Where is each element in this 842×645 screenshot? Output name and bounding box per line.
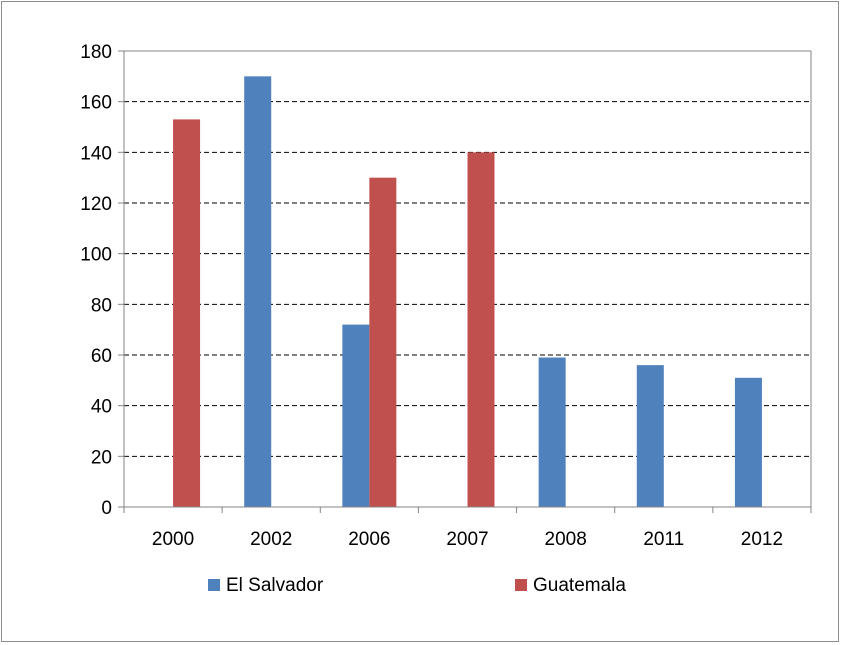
y-tick-label: 40 — [91, 397, 112, 418]
legend-swatch — [515, 579, 527, 591]
bar-el-salvador — [342, 324, 370, 507]
bar-guatemala — [173, 119, 201, 508]
axes — [118, 50, 812, 513]
bar-el-salvador — [244, 76, 272, 507]
x-tick-label: 2011 — [643, 529, 684, 550]
legend-swatch — [208, 579, 220, 591]
legend: El Salvador Guatemala — [208, 575, 626, 596]
bars — [173, 76, 762, 508]
x-tick-label: 2002 — [250, 529, 292, 550]
y-tick-labels: 0 20 40 60 80 100 120 140 160 180 — [80, 42, 112, 519]
y-tick-label: 80 — [91, 295, 112, 316]
y-tick-label: 160 — [80, 93, 112, 114]
y-tick-label: 0 — [101, 498, 112, 519]
x-tick-label: 2000 — [152, 529, 194, 550]
legend-label: El Salvador — [226, 575, 324, 596]
x-tick-labels: 2000 2002 2006 2007 2008 2011 2012 — [152, 529, 783, 550]
bar-el-salvador — [734, 377, 762, 507]
x-tick-label: 2006 — [348, 529, 390, 550]
y-tick-label: 140 — [80, 143, 112, 164]
legend-label: Guatemala — [533, 575, 626, 596]
y-tick-label: 120 — [80, 194, 112, 215]
y-tick-label: 100 — [80, 245, 112, 266]
x-tick-label: 2012 — [741, 529, 783, 550]
y-tick-label: 60 — [91, 346, 112, 367]
y-tick-label: 180 — [80, 42, 112, 63]
x-tick-label: 2007 — [446, 529, 488, 550]
x-tick-label: 2008 — [545, 529, 587, 550]
bar-el-salvador — [538, 357, 566, 507]
y-tick-label: 20 — [91, 447, 112, 468]
bar-el-salvador — [636, 365, 664, 507]
bar-guatemala — [369, 177, 397, 507]
bar-guatemala — [467, 152, 495, 508]
